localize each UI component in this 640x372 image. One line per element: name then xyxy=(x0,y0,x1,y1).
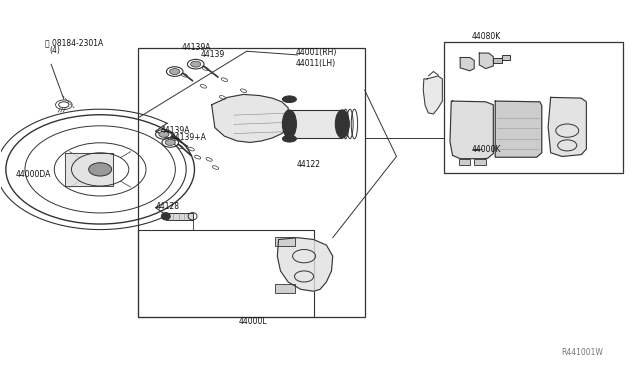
Polygon shape xyxy=(495,101,541,157)
Polygon shape xyxy=(548,97,586,157)
Text: 44139: 44139 xyxy=(200,50,225,59)
Text: R441001W: R441001W xyxy=(561,349,603,357)
Bar xyxy=(275,284,294,293)
Bar xyxy=(502,55,510,61)
Polygon shape xyxy=(0,109,186,230)
Bar xyxy=(459,159,470,164)
Text: 44139A: 44139A xyxy=(161,126,190,135)
Circle shape xyxy=(165,140,175,145)
Text: 44122: 44122 xyxy=(296,160,321,169)
Circle shape xyxy=(159,131,169,137)
Polygon shape xyxy=(65,153,113,186)
Bar xyxy=(493,58,502,63)
Polygon shape xyxy=(460,58,474,71)
Polygon shape xyxy=(277,238,333,291)
Text: 44128: 44128 xyxy=(156,202,180,211)
Text: (4): (4) xyxy=(49,46,60,55)
Ellipse shape xyxy=(282,110,296,138)
Text: 44000DA: 44000DA xyxy=(15,170,51,179)
Circle shape xyxy=(191,61,201,67)
Text: 44000K: 44000K xyxy=(472,145,501,154)
Polygon shape xyxy=(423,76,442,114)
Bar xyxy=(474,159,486,164)
Bar xyxy=(289,110,342,138)
Ellipse shape xyxy=(282,135,296,142)
Polygon shape xyxy=(212,94,288,142)
Polygon shape xyxy=(479,53,493,68)
Text: 44139+A: 44139+A xyxy=(170,133,206,142)
Text: 44001(RH)
44011(LH): 44001(RH) 44011(LH) xyxy=(296,48,337,68)
Bar xyxy=(138,230,314,317)
Circle shape xyxy=(170,68,180,74)
Polygon shape xyxy=(450,101,493,159)
Text: 44080K: 44080K xyxy=(472,32,501,41)
Ellipse shape xyxy=(335,110,349,138)
Bar xyxy=(444,42,623,173)
Text: Ⓑ 08184-2301A: Ⓑ 08184-2301A xyxy=(45,39,103,48)
Ellipse shape xyxy=(161,212,170,220)
Bar xyxy=(166,212,193,220)
Bar xyxy=(275,237,294,246)
Ellipse shape xyxy=(282,96,296,103)
Bar xyxy=(138,48,365,317)
Circle shape xyxy=(89,163,111,176)
Text: 44000L: 44000L xyxy=(239,317,267,326)
Text: 44139A: 44139A xyxy=(182,43,211,52)
